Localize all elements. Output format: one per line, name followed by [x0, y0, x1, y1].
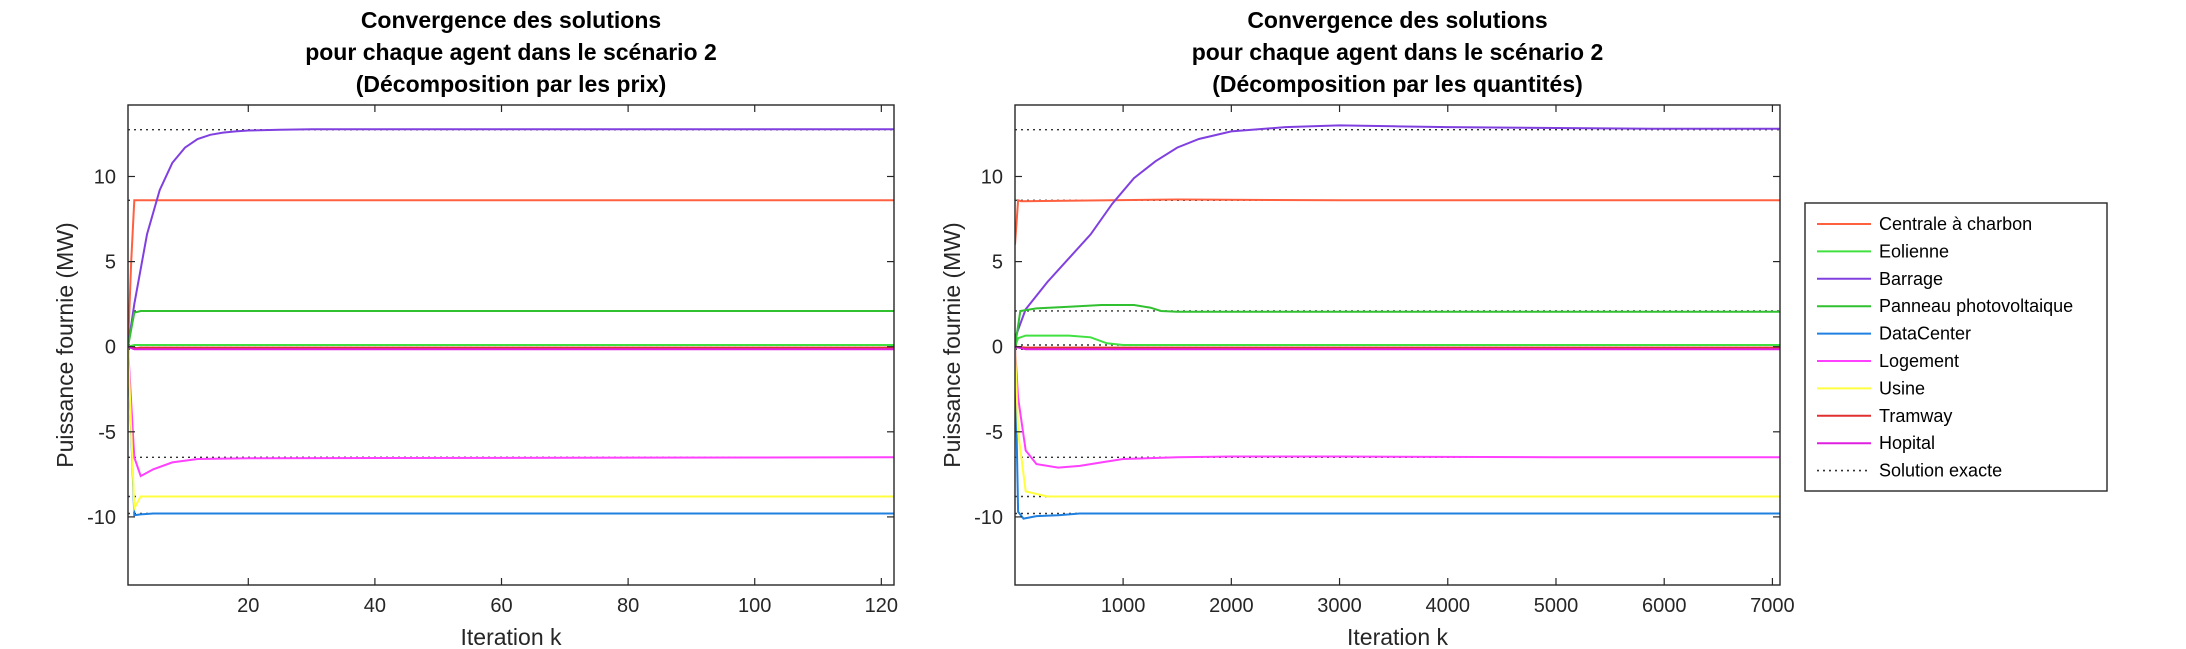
- x-tick-label: 20: [237, 595, 259, 617]
- x-axis-label: Iteration k: [461, 624, 562, 649]
- x-tick-label: 1000: [1101, 595, 1146, 617]
- chart-title-line: (Décomposition par les quantités): [1212, 71, 1583, 97]
- plot-lines: [1015, 124, 1780, 520]
- axes-box: [127, 104, 895, 586]
- series-line: [1015, 346, 1780, 520]
- x-tick-label: 6000: [1642, 595, 1687, 617]
- legend: Centrale à charbon Eolienne Barrage Panneau…: [1804, 202, 2108, 492]
- series-line: [1015, 334, 1780, 348]
- y-tick-label: -10: [974, 507, 1003, 529]
- y-axis-label: Puissance fournie (MW): [939, 222, 965, 467]
- x-axis-label: Iteration k: [1347, 624, 1448, 649]
- series-line: [1015, 346, 1780, 469]
- x-tick-label: 7000: [1750, 595, 1795, 617]
- chart-title-line: pour chaque agent dans le scénario 2: [305, 39, 717, 65]
- x-tick-label: 5000: [1534, 595, 1579, 617]
- series-line: [128, 345, 894, 350]
- legend-label: DataCenter: [1879, 324, 1971, 344]
- series-line: [128, 310, 894, 347]
- y-tick-label: -5: [985, 422, 1003, 444]
- y-tick-label: 0: [992, 337, 1003, 359]
- legend-label: Tramway: [1879, 406, 1952, 426]
- axes-box: [1014, 104, 1781, 586]
- plot-lines: [128, 128, 894, 517]
- legend-label: Usine: [1879, 378, 1925, 398]
- legend-label: Eolienne: [1879, 241, 1949, 261]
- y-axis-label: Puissance fournie (MW): [52, 222, 78, 467]
- legend-label: Hopital: [1879, 433, 1935, 453]
- x-tick-label: 80: [617, 595, 639, 617]
- series-line: [1015, 346, 1780, 498]
- y-tick-label: -5: [98, 422, 116, 444]
- chart-2: Convergence des solutions pour chaque age…: [939, 7, 1795, 649]
- series-line: [128, 345, 894, 351]
- x-tick-label: 60: [490, 595, 512, 617]
- y-tick-label: 5: [105, 252, 116, 274]
- series-line: [128, 344, 894, 348]
- y-tick-label: 5: [992, 252, 1003, 274]
- y-tick-label: 10: [94, 166, 116, 188]
- y-tick-label: -10: [87, 507, 116, 529]
- chart-title-line: Convergence des solutions: [1247, 7, 1547, 33]
- series-line: [1015, 198, 1780, 245]
- series-line: [1015, 304, 1780, 347]
- y-tick-label: 10: [981, 166, 1003, 188]
- series-line: [1015, 345, 1780, 349]
- chart-title-line: (Décomposition par les prix): [356, 71, 667, 97]
- legend-label: Barrage: [1879, 269, 1943, 289]
- chart-title-line: Convergence des solutions: [361, 7, 661, 33]
- chart-title-line: pour chaque agent dans le scénario 2: [1192, 39, 1604, 65]
- legend-label: Logement: [1879, 351, 1959, 371]
- x-tick-label: 2000: [1209, 595, 1254, 617]
- x-tick-label: 4000: [1426, 595, 1471, 617]
- x-tick-label: 120: [865, 595, 898, 617]
- x-tick-label: 40: [364, 595, 386, 617]
- x-tick-label: 3000: [1317, 595, 1362, 617]
- series-line: [128, 346, 894, 513]
- series-line: [128, 346, 894, 478]
- y-tick-label: 0: [105, 337, 116, 359]
- legend-label: Panneau photovoltaique: [1879, 296, 2073, 316]
- x-tick-label: 100: [738, 595, 771, 617]
- series-line: [128, 199, 894, 347]
- chart-1: Convergence des solutions pour chaque age…: [52, 7, 898, 649]
- series-line: [128, 128, 894, 347]
- legend-box: [1804, 202, 2108, 492]
- legend-label: Solution exacte: [1879, 461, 2002, 481]
- legend-label: Centrale à charbon: [1879, 214, 2032, 234]
- series-line: [1015, 345, 1780, 351]
- series-line: [1015, 124, 1780, 339]
